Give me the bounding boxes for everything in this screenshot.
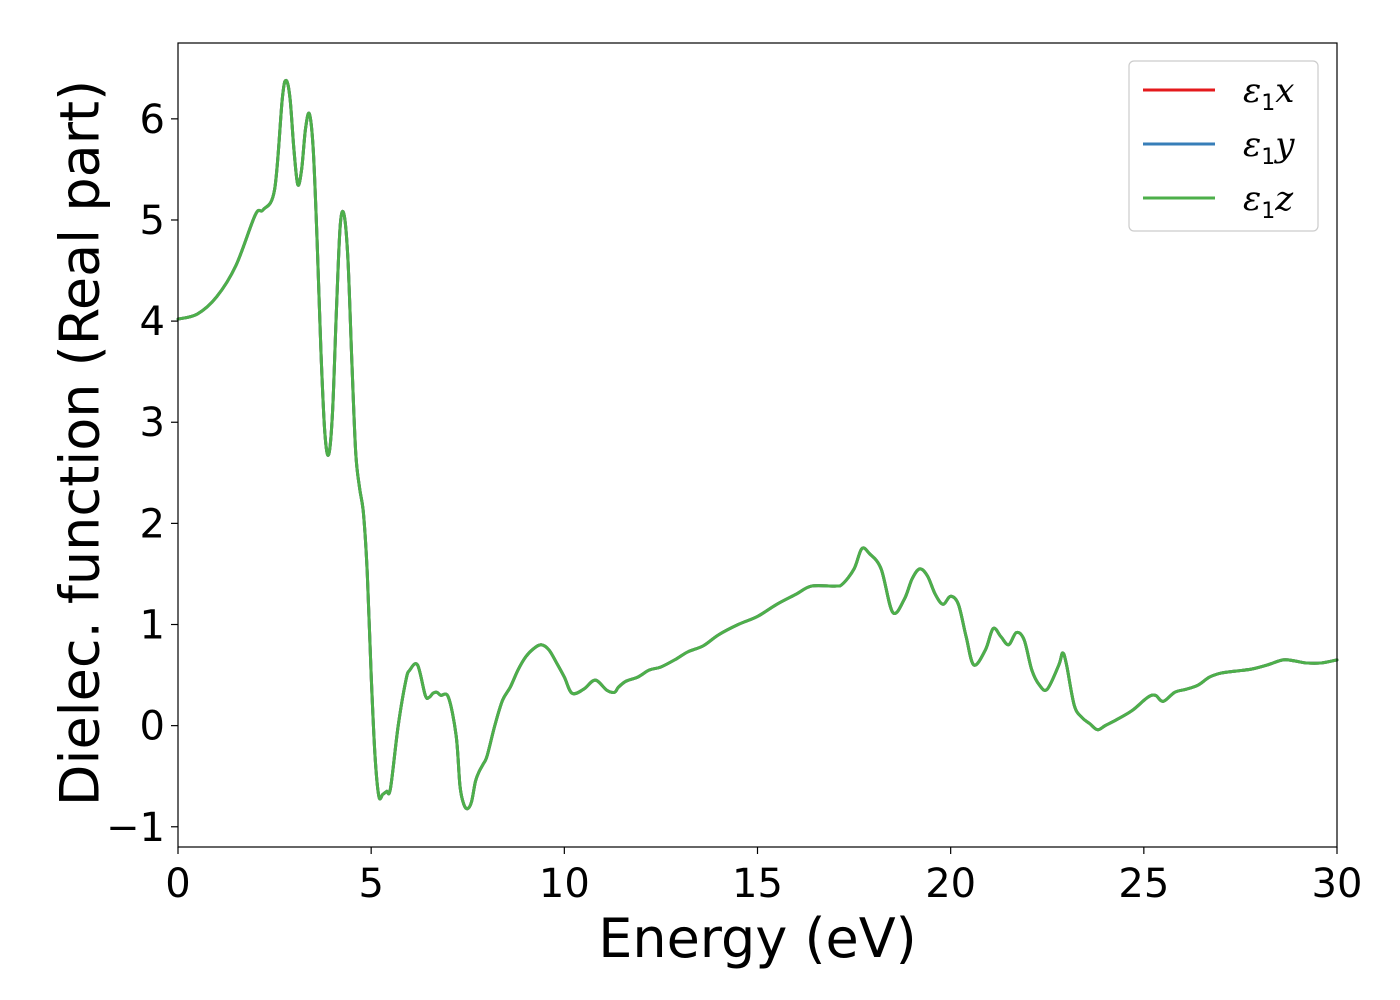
series-line-z [176,78,1339,811]
y-tick-label: 0 [140,704,165,750]
y-tick-label: 5 [140,198,165,244]
legend-label-y: ε1y [1243,125,1295,170]
plot-lines [176,78,1339,811]
y-tick-label: 6 [140,97,165,143]
x-tick-label: 15 [732,861,783,907]
x-tick-label: 20 [925,861,976,907]
x-tick-label: 5 [358,861,383,907]
legend-label-x: ε1x [1243,71,1294,116]
x-axis-label: Energy (eV) [598,907,917,970]
legend: ε1x ε1y ε1z [1128,60,1319,232]
x-tick-label: 25 [1118,861,1169,907]
y-axis-label: Dielec. function (Real part) [49,80,112,806]
y-axis-ticks: −1 0 1 2 3 4 5 6 [106,97,178,851]
x-tick-label: 30 [1312,861,1363,907]
y-tick-label: −1 [106,805,165,851]
legend-label-z: ε1z [1243,179,1294,224]
x-tick-label: 0 [165,861,190,907]
y-tick-label: 3 [140,400,165,446]
x-tick-label: 10 [539,861,590,907]
x-axis-ticks: 0 5 10 15 20 25 30 [165,847,1362,907]
legend-box [1128,60,1319,232]
y-tick-label: 2 [140,501,165,547]
y-tick-label: 4 [140,299,165,345]
y-tick-label: 1 [140,603,165,649]
